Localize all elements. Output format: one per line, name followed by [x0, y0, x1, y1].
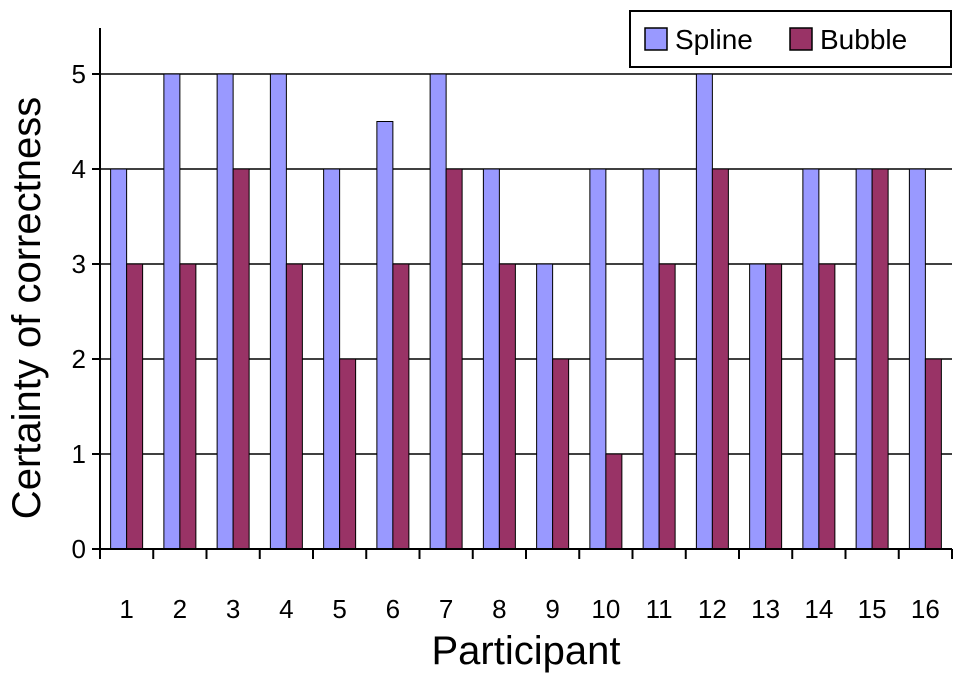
legend-label-spline: Spline: [675, 24, 753, 55]
x-tick-label: 2: [173, 594, 187, 624]
bar-bubble-12: [711, 168, 729, 550]
bar-spline-14: [802, 168, 820, 550]
bar-spline-8: [482, 168, 500, 550]
x-tick-label: 1: [119, 594, 133, 624]
bar-bubble-2: [179, 263, 197, 550]
bar-spline-4: [269, 73, 287, 550]
bar-spline-1: [110, 168, 128, 550]
y-tick-label: 2: [72, 344, 86, 374]
bar-spline-15: [855, 168, 873, 550]
bar-spline-6: [376, 121, 394, 550]
x-tick-label: 8: [492, 594, 506, 624]
bar-bubble-6: [392, 263, 410, 550]
bar-bubble-13: [765, 263, 783, 550]
legend-label-bubble: Bubble: [820, 24, 907, 55]
bar-spline-7: [429, 73, 447, 550]
bar-spline-12: [695, 73, 713, 550]
x-tick-label: 4: [279, 594, 293, 624]
bar-bubble-7: [445, 168, 463, 550]
legend-swatch-bubble: [789, 27, 813, 51]
x-tick-label: 3: [226, 594, 240, 624]
x-tick-label: 5: [332, 594, 346, 624]
bars: [110, 73, 942, 550]
y-tick-label: 4: [72, 154, 86, 184]
bar-bubble-11: [658, 263, 676, 550]
bar-spline-5: [323, 168, 341, 550]
bar-bubble-10: [605, 453, 623, 550]
bar-bubble-8: [498, 263, 516, 550]
bar-spline-3: [216, 73, 234, 550]
x-tick-label: 7: [439, 594, 453, 624]
bar-spline-13: [749, 263, 767, 550]
bar-bubble-15: [871, 168, 889, 550]
bar-spline-9: [536, 263, 554, 550]
y-tick-label: 1: [72, 439, 86, 469]
bar-bubble-1: [126, 263, 144, 550]
y-tick-label: 0: [72, 534, 86, 564]
bar-bubble-5: [339, 358, 357, 550]
x-tick-label: 13: [751, 594, 780, 624]
legend: Spline Bubble: [629, 10, 952, 68]
x-tick-label: 10: [591, 594, 620, 624]
x-tick-label: 6: [386, 594, 400, 624]
bar-bubble-4: [285, 263, 303, 550]
x-axis-title: Participant: [432, 629, 621, 673]
x-tick-label: 15: [858, 594, 887, 624]
x-tick-label: 11: [646, 594, 673, 624]
y-tick-label: 5: [72, 59, 86, 89]
bar-spline-16: [908, 168, 926, 550]
x-tick-labels: 1 2 3 4 5 6 7 8 9 10 11 12 13 14 15 16: [99, 549, 953, 624]
x-tick-label: 9: [545, 594, 559, 624]
bar-bubble-14: [818, 263, 836, 550]
y-tick-labels: 0 1 2 3 4 5: [72, 59, 100, 564]
bar-bubble-9: [552, 358, 570, 550]
x-tick-label: 12: [698, 594, 727, 624]
bar-spline-11: [642, 168, 660, 550]
bar-bubble-16: [924, 358, 942, 550]
y-axis-title: Certainty of correctness: [5, 97, 49, 519]
bar-spline-10: [589, 168, 607, 550]
legend-swatch-spline: [644, 27, 668, 51]
x-tick-label: 14: [804, 594, 833, 624]
bar-spline-2: [163, 73, 181, 550]
bar-bubble-3: [232, 168, 250, 550]
x-tick-label: 16: [911, 594, 940, 624]
y-tick-label: 3: [72, 249, 86, 279]
